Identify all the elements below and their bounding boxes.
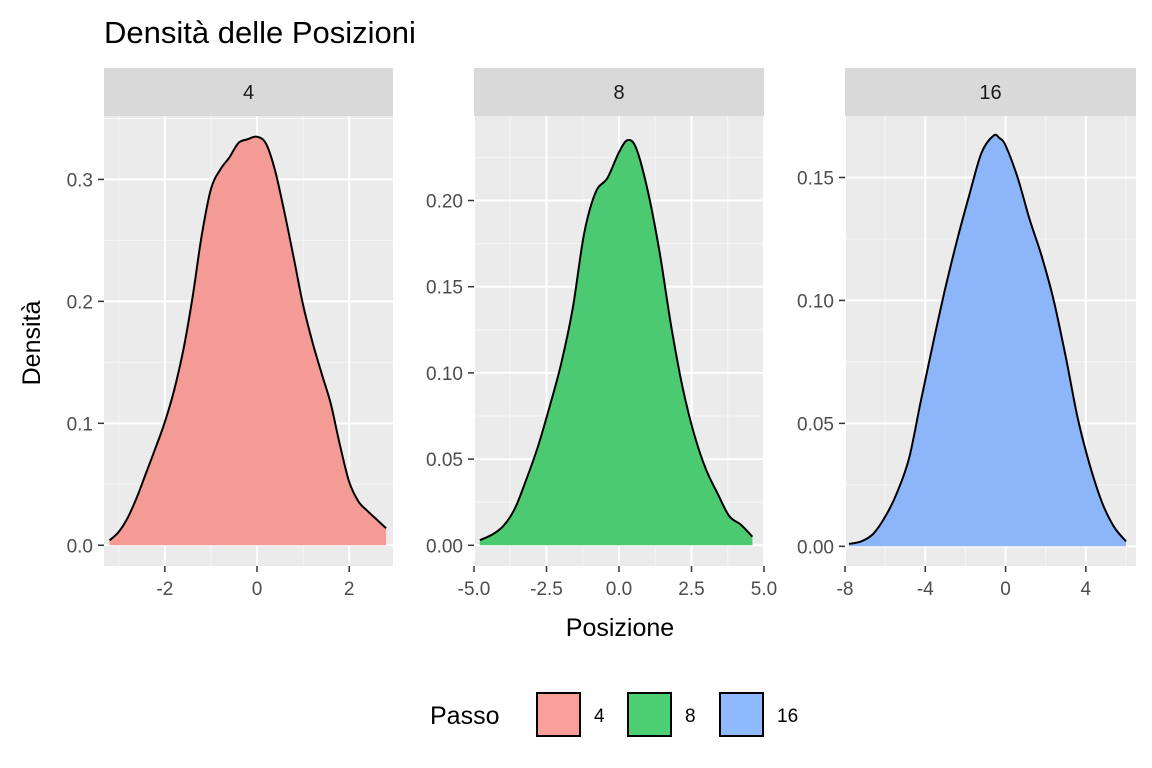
x-tick-label: 2: [344, 579, 355, 600]
x-tick-label: 0: [1000, 579, 1011, 600]
x-tick-label: -4: [917, 579, 934, 600]
facet-strip: [104, 68, 393, 116]
density-area-8: [479, 139, 753, 546]
x-tick-label: -2.5: [530, 579, 563, 600]
density-curve-4: [108, 135, 387, 542]
facet-panel-8: 8 -5.0 -2.5 0.0 2.5 5.0 0.00 0.05 0.10 0.15 0.20: [426, 68, 777, 600]
chart-title: Densità delle Posizioni: [104, 15, 416, 50]
facet-panels: 4 -2 0 2 0.0 0.1 0.2 0.3 8 -5.0 -2.5 0.0 2.5 5.0 0.00 0…: [67, 68, 1136, 600]
y-tick-label: 0.20: [426, 191, 463, 212]
x-tick-label: 4: [1081, 579, 1092, 600]
density-curve-16: [848, 133, 1127, 545]
x-tick-label: 0: [252, 579, 263, 600]
y-axis-title: Densità: [18, 301, 46, 386]
x-tick-label: 0.0: [606, 579, 632, 600]
facet-strip-label: 4: [243, 82, 254, 104]
x-axis-title: Posizione: [566, 614, 674, 642]
density-area-4: [109, 136, 387, 546]
legend-label-16: 16: [777, 706, 798, 727]
y-tick-label: 0.10: [797, 291, 834, 312]
x-tick-label: 5.0: [751, 579, 777, 600]
x-tick-label: -8: [837, 579, 854, 600]
y-tick-label: 0.05: [797, 414, 834, 435]
legend-key-8: [627, 692, 672, 737]
legend-title: Passo: [430, 702, 499, 730]
facet-strip: [845, 68, 1136, 116]
facet-panel-16: 16 -8 -4 0 4 0.00 0.05 0.10 0.15: [797, 68, 1136, 600]
facet-strip: [474, 68, 764, 116]
y-tick-label: 0.15: [426, 278, 463, 299]
y-tick-label: 0.0: [67, 536, 93, 557]
x-tick-label: -2: [156, 579, 173, 600]
y-tick-label: 0.15: [797, 168, 834, 189]
density-curve-8: [479, 138, 754, 542]
legend-key-4: [536, 692, 581, 737]
y-tick-label: 0.3: [67, 170, 93, 191]
facet-strip-label: 8: [613, 82, 624, 104]
legend-label-4: 4: [594, 706, 605, 727]
y-tick-label: 0.1: [67, 414, 93, 435]
x-tick-label: 2.5: [678, 579, 704, 600]
facet-strip-label: 16: [979, 82, 1001, 104]
x-tick-label: -5.0: [458, 579, 491, 600]
y-tick-label: 0.2: [67, 292, 93, 313]
legend: Passo 4 8 16: [430, 692, 798, 737]
facet-panel-4: 4 -2 0 2 0.0 0.1 0.2 0.3: [67, 68, 393, 600]
density-area-16: [849, 134, 1126, 547]
y-tick-label: 0.00: [797, 537, 834, 558]
y-tick-label: 0.00: [426, 536, 463, 557]
legend-key-16: [719, 692, 764, 737]
y-tick-label: 0.05: [426, 450, 463, 471]
legend-label-8: 8: [685, 706, 696, 727]
y-tick-label: 0.10: [426, 364, 463, 385]
